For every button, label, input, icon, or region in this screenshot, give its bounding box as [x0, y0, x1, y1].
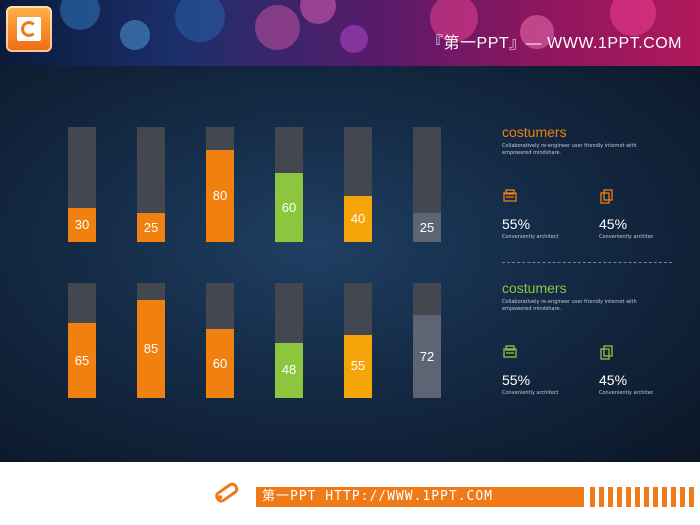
footer-url-bar[interactable]: 第一PPT HTTP://WWW.1PPT.COM: [256, 487, 584, 507]
stat-percent: 45%: [599, 216, 628, 232]
bar-value-label: 65: [74, 352, 90, 368]
bar-value-label: 60: [212, 355, 228, 371]
bar: 25: [137, 213, 165, 242]
bar: 55: [344, 334, 372, 398]
bar-value-label: 40: [350, 211, 366, 226]
bar-track: 30: [68, 127, 96, 242]
bar-track: 48: [275, 283, 303, 398]
bar-track: 25: [137, 127, 165, 242]
stat-block: 55% Conveniently architect: [502, 188, 582, 240]
bar-value-label: 25: [419, 219, 435, 235]
footer-stripe: [644, 487, 649, 507]
panel-title: costumers: [502, 280, 567, 296]
bar-value-label: 55: [350, 358, 366, 374]
stat-percent: 45%: [599, 372, 628, 388]
documents-icon: [600, 345, 613, 360]
divider: [502, 262, 672, 263]
panel-title: costumers: [502, 124, 567, 140]
bar-track: 60: [206, 283, 234, 398]
stat-caption: Conveniently architect: [502, 234, 559, 240]
documents-icon: [600, 189, 613, 204]
bar: 30: [68, 207, 96, 242]
stat-block: 55% Conveniently architect: [502, 344, 582, 396]
info-panel-bottom: costumers Collaboratively re-engineer us…: [502, 280, 682, 313]
header-banner: 『第一PPT』— WWW.1PPT.COM: [0, 0, 700, 66]
panel-description: Collaboratively re-engineer user friendl…: [502, 143, 637, 156]
footer-stripe: [608, 487, 613, 507]
bar: 60: [275, 173, 303, 242]
bar-value-label: 85: [143, 341, 159, 357]
bar-value-label: 48: [281, 362, 297, 378]
bar: 48: [275, 342, 303, 398]
bar-track: 55: [344, 283, 372, 398]
powerpoint-icon: [6, 6, 52, 52]
bar: 25: [413, 213, 441, 242]
bar-value-label: 80: [212, 188, 228, 203]
bar-track: 65: [68, 283, 96, 398]
footer-stripe: [626, 487, 631, 507]
footer-stripe: [671, 487, 676, 507]
bar-value-label: 30: [74, 216, 90, 232]
stat-block: 45% Conveniently architec: [599, 344, 679, 396]
bar-track: 80: [206, 127, 234, 242]
bar-value-label: 60: [281, 199, 297, 215]
footer-stripe: [635, 487, 640, 507]
bar-value-label: 25: [143, 219, 159, 235]
footer-stripe: [617, 487, 622, 507]
stat-block: 45% Conveniently architec: [599, 188, 679, 240]
stat-caption: Conveniently architec: [599, 390, 654, 396]
stat-caption: Conveniently architect: [502, 390, 559, 396]
printer-icon: [503, 189, 517, 202]
info-panel-top: costumers Collaboratively re-engineer us…: [502, 124, 682, 157]
footer-stripe: [689, 487, 694, 507]
bar-track: 40: [344, 127, 372, 242]
printer-icon: [503, 345, 517, 358]
panel-description: Collaboratively re-engineer user friendl…: [502, 299, 637, 312]
footer-stripe: [653, 487, 658, 507]
stat-percent: 55%: [502, 216, 531, 232]
bar: 85: [137, 300, 165, 398]
bar: 65: [68, 323, 96, 398]
bar-track: 72: [413, 283, 441, 398]
bar: 60: [206, 329, 234, 398]
footer-stripe: [680, 487, 685, 507]
footer-stripe: [662, 487, 667, 507]
bar: 72: [413, 315, 441, 398]
footer-stripe: [599, 487, 604, 507]
bar: 80: [206, 150, 234, 242]
bar: 40: [344, 196, 372, 242]
bar-track: 60: [275, 127, 303, 242]
bar-value-label: 72: [419, 348, 435, 364]
stat-caption: Conveniently architec: [599, 234, 654, 240]
stat-percent: 55%: [502, 372, 531, 388]
bar-track: 85: [137, 283, 165, 398]
header-title: 『第一PPT』— WWW.1PPT.COM: [427, 35, 682, 52]
bar-track: 25: [413, 127, 441, 242]
footer-stripe: [590, 487, 595, 507]
pencil-icon: [215, 482, 239, 503]
